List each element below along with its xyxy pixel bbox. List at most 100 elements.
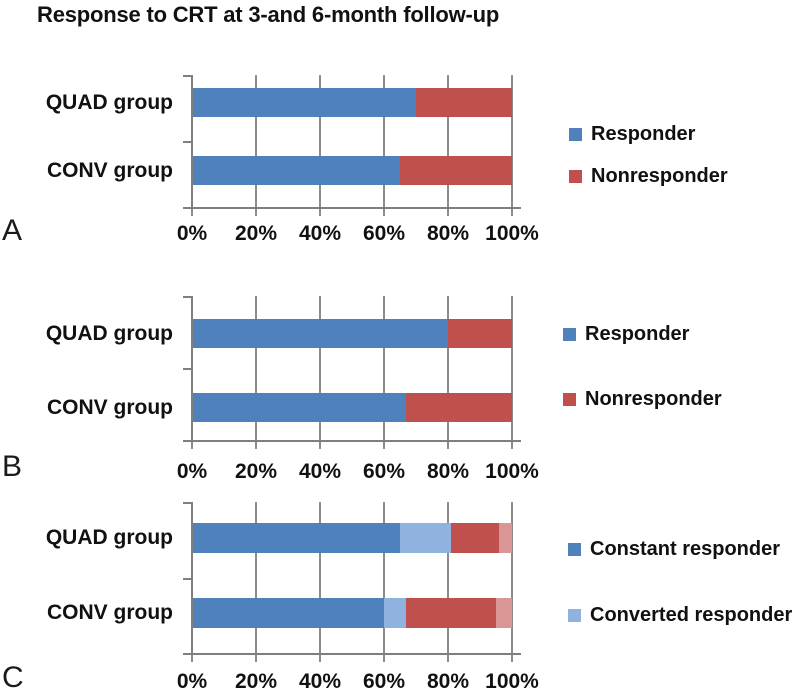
bar-quad-group xyxy=(192,523,512,553)
category-axis-tick xyxy=(183,368,191,370)
gridline-100% xyxy=(511,75,513,216)
category-axis-tick xyxy=(183,502,191,504)
x-tick-label-20%: 20% xyxy=(234,670,278,693)
legend-label-responder: Responder xyxy=(591,122,696,145)
gridline-20% xyxy=(255,296,257,449)
legend-swatch-responder xyxy=(563,327,576,341)
gridline-40% xyxy=(319,502,321,662)
bar-segment-nonresponder xyxy=(448,319,512,348)
legend-label-nonresponder: Nonresponder xyxy=(585,387,722,410)
gridline-60% xyxy=(383,502,385,662)
category-label-quad-group: QUAD group xyxy=(45,526,173,549)
legend-item-responder: Responder xyxy=(569,122,696,145)
bar-segment-unlabeled-dark-red-segment xyxy=(406,598,496,628)
x-tick-label-100%: 100% xyxy=(485,222,539,245)
gridline-40% xyxy=(319,296,321,449)
category-axis-line xyxy=(191,296,193,442)
x-tick-label-20%: 20% xyxy=(234,222,278,245)
legend-label-converted-responder: Converted responder xyxy=(590,603,793,626)
bar-segment-responder xyxy=(192,319,448,348)
bar-conv-group xyxy=(192,598,512,628)
gridline-60% xyxy=(383,75,385,216)
x-tick-label-60%: 60% xyxy=(362,222,406,245)
legend-swatch-nonresponder xyxy=(569,169,582,183)
bar-segment-unlabeled-dark-red-segment xyxy=(451,523,500,553)
panel-B: QUAD group CONV group 0% 20% 40% 60% 80% 100% Re… xyxy=(0,296,800,484)
category-axis-tick xyxy=(183,296,191,298)
bar-segment-responder xyxy=(192,156,400,185)
bar-conv-group xyxy=(192,393,512,422)
category-axis-tick xyxy=(183,578,191,580)
x-tick-label-0%: 0% xyxy=(176,222,208,245)
category-axis-tick xyxy=(183,75,191,77)
legend-swatch-constant-responder xyxy=(568,542,581,556)
value-axis-line xyxy=(183,440,521,442)
panel-C: QUAD group CONV group 0% 20% 40% 60% 80% 100% Co… xyxy=(0,502,800,694)
x-tick-label-40%: 40% xyxy=(298,460,342,483)
plot-area-C xyxy=(183,502,521,662)
bar-segment-converted-responder xyxy=(400,523,452,553)
value-axis-line xyxy=(183,207,521,209)
panel-letter-C: C xyxy=(2,661,24,694)
category-axis-line xyxy=(191,502,193,655)
category-label-conv-group: CONV group xyxy=(47,158,173,182)
legend-label-nonresponder: Nonresponder xyxy=(591,164,728,187)
x-tick-label-80%: 80% xyxy=(426,222,470,245)
x-tick-label-60%: 60% xyxy=(362,460,406,483)
bar-quad-group xyxy=(192,88,512,117)
gridline-100% xyxy=(511,502,513,662)
category-label-conv-group: CONV group xyxy=(47,395,173,419)
legend-label-responder: Responder xyxy=(585,322,690,345)
category-label-conv-group: CONV group xyxy=(47,601,173,624)
bar-segment-unlabeled-light-red-segment xyxy=(495,598,512,628)
plot-area-A xyxy=(183,75,521,216)
gridline-80% xyxy=(447,296,449,449)
legend-item-constant-responder: Constant responder xyxy=(568,537,781,560)
category-label-quad-group: QUAD group xyxy=(45,90,173,114)
gridline-20% xyxy=(255,502,257,662)
panel-A: QUAD group CONV group 0% 20% 40% 60% 80% 100% Re… xyxy=(0,75,800,251)
chart-title: Response to CRT at 3-and 6-month follow-… xyxy=(37,2,500,27)
bar-segment-responder xyxy=(192,393,407,422)
legend-item-nonresponder: Nonresponder xyxy=(563,387,722,410)
x-tick-label-60%: 60% xyxy=(362,670,406,693)
x-tick-label-0%: 0% xyxy=(176,460,208,483)
x-tick-label-100%: 100% xyxy=(485,670,539,693)
bar-segment-converted-responder xyxy=(384,598,407,628)
value-axis-line xyxy=(183,653,521,655)
bar-segment-constant-responder xyxy=(192,598,384,628)
legend-item-converted-responder: Converted responder xyxy=(568,603,793,626)
gridline-80% xyxy=(447,502,449,662)
x-tick-label-100%: 100% xyxy=(485,460,539,483)
bar-conv-group xyxy=(192,156,512,185)
gridline-60% xyxy=(383,296,385,449)
x-tick-label-80%: 80% xyxy=(426,460,470,483)
gridline-100% xyxy=(511,296,513,449)
x-tick-label-40%: 40% xyxy=(298,222,342,245)
legend-swatch-responder xyxy=(569,127,582,141)
bar-quad-group xyxy=(192,319,512,348)
category-axis-line xyxy=(191,75,193,209)
legend-item-nonresponder: Nonresponder xyxy=(569,164,728,187)
bar-segment-nonresponder xyxy=(400,156,512,185)
bar-segment-constant-responder xyxy=(192,523,400,553)
x-tick-label-0%: 0% xyxy=(176,670,208,693)
legend-swatch-converted-responder xyxy=(568,608,581,622)
gridline-80% xyxy=(447,75,449,216)
panel-letter-A: A xyxy=(2,214,23,247)
x-tick-label-20%: 20% xyxy=(234,460,278,483)
x-tick-label-40%: 40% xyxy=(298,670,342,693)
category-label-quad-group: QUAD group xyxy=(45,321,173,345)
bar-segment-responder xyxy=(192,88,416,117)
x-tick-label-80%: 80% xyxy=(426,670,470,693)
bar-segment-unlabeled-light-red-segment xyxy=(499,523,512,553)
bar-segment-nonresponder xyxy=(416,88,512,117)
panel-letter-B: B xyxy=(2,450,23,483)
bar-segment-nonresponder xyxy=(406,393,512,422)
legend-label-constant-responder: Constant responder xyxy=(590,537,781,560)
category-axis-tick xyxy=(183,141,191,143)
legend-swatch-nonresponder xyxy=(563,392,576,406)
legend-item-responder: Responder xyxy=(563,322,690,345)
gridline-40% xyxy=(319,75,321,216)
